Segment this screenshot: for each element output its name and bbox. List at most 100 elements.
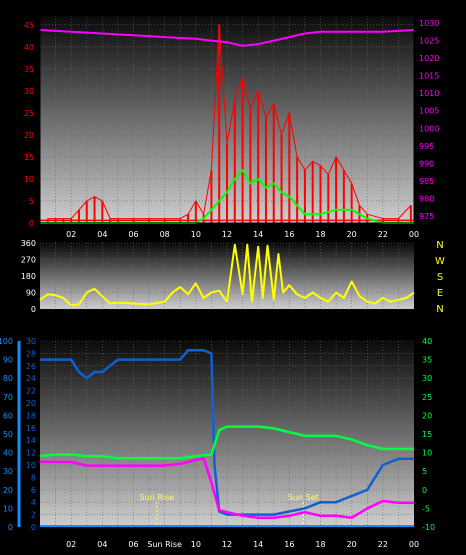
x-tick-label: 18 — [315, 540, 325, 549]
pressure-tick-label: 975 — [419, 212, 434, 221]
temperature-tick-label: 25 — [422, 393, 432, 402]
temperature-tick-label: 0 — [422, 486, 427, 495]
rain-tick-label: 0 — [8, 523, 13, 532]
direction-panel-series — [39, 243, 415, 307]
pressure-tick-label: 980 — [419, 194, 434, 203]
humidity-tick-label: 14 — [26, 436, 36, 445]
x-tick-label: 08 — [160, 230, 170, 239]
humidity-tick-label: 16 — [26, 424, 36, 433]
rain-tick-label: 100 — [0, 337, 13, 346]
humidity-tick-label: 6 — [31, 486, 36, 495]
humidity-tick-label: 22 — [26, 387, 36, 396]
x-tick-label: 06 — [128, 230, 138, 239]
rain-axis-title: Pioggia — [0, 323, 36, 334]
x-tick-label: 00 — [409, 540, 419, 549]
rain-tick-label: 10 — [3, 504, 13, 513]
pressure-tick-label: 1020 — [419, 54, 439, 63]
x-tick-label: 14 — [253, 230, 263, 239]
x-tick-label: 04 — [97, 540, 107, 549]
temperature-tick-label: 35 — [422, 356, 432, 365]
wind-tick-label: 35 — [24, 65, 34, 74]
pressure-tick-label: 1005 — [419, 107, 439, 116]
x-tick-label: 10 — [191, 230, 201, 239]
humidity-tick-label: 4 — [31, 498, 36, 507]
wind-tick-label: 30 — [24, 87, 34, 96]
x-tick-label: 00 — [409, 230, 419, 239]
pressure-axis-title: Pressione — [372, 3, 420, 14]
direction-tick-label: 0 — [31, 305, 36, 314]
rain-tick-label: 30 — [3, 467, 13, 476]
dewpoint-series — [40, 456, 414, 519]
x-tick-label: 16 — [284, 540, 294, 549]
pressure-series — [39, 29, 415, 47]
pressure-tick-label: 985 — [419, 177, 434, 186]
x-tick-label: Sun Rise — [147, 540, 182, 549]
rain-tick-label: 50 — [3, 430, 13, 439]
x-tick-label: 12 — [222, 230, 232, 239]
direction-series — [39, 243, 415, 307]
temperature-tick-label: 30 — [422, 374, 432, 383]
humidity-series — [40, 349, 414, 516]
compass-letter: N — [436, 304, 443, 315]
direction-tick-label: 270 — [21, 256, 36, 265]
humidity-axis-title: Umidita — [66, 323, 105, 334]
x-tick-label: 02 — [66, 230, 76, 239]
compass-letter: S — [437, 272, 443, 283]
rain-tick-label: 20 — [3, 486, 13, 495]
pressure-tick-label: 1025 — [419, 37, 439, 46]
sunrise-label: Sun Rise — [140, 493, 175, 502]
wind-panel-frame — [39, 15, 415, 224]
x-tick-label: 04 — [97, 230, 107, 239]
humidity-tick-label: 0 — [31, 523, 36, 532]
temperature-panel-series: Sun Rise Sun Set — [39, 349, 414, 527]
compass-letter: N — [436, 240, 443, 251]
pressure-tick-label: 1000 — [419, 124, 439, 133]
humidity-tick-label: 10 — [26, 461, 36, 470]
x-tick-label: 12 — [222, 540, 232, 549]
wind-axis-title: Forza vento(.) — [37, 3, 107, 14]
humidity-tick-label: 20 — [26, 399, 36, 408]
wind-tick-label: 5 — [29, 197, 34, 206]
humidity-tick-label: 24 — [26, 374, 36, 383]
x-tick-label: 16 — [284, 230, 294, 239]
dewpoint-legend: Dew Point (°C) — [392, 323, 465, 334]
temperature-tick-label: 20 — [422, 411, 432, 420]
pressure-tick-label: 1030 — [419, 19, 439, 28]
rain-tick-label: 70 — [3, 393, 13, 402]
temperature-series — [39, 425, 414, 460]
windchill-legend: Windchill — [245, 323, 290, 334]
chart-title: 24 hours graph day: 30 Dicembre 2018 — [171, 3, 368, 14]
humidity-tick-label: 12 — [26, 449, 36, 458]
temperature-tick-label: -5 — [422, 504, 430, 513]
wind-tick-label: 0 — [29, 219, 34, 228]
temperature-tick-label: 5 — [422, 467, 427, 476]
wind-panel-series — [39, 24, 415, 224]
rain-tick-label: 40 — [3, 449, 13, 458]
x-tick-label: 06 — [128, 540, 138, 549]
wind-tick-label: 40 — [24, 43, 34, 52]
humidity-tick-label: 2 — [31, 511, 36, 520]
rain-tick-label: 60 — [3, 411, 13, 420]
humidity-tick-label: 18 — [26, 411, 36, 420]
x-tick-label: 18 — [315, 230, 325, 239]
rain-tick-label: 80 — [3, 374, 13, 383]
temperature-tick-label: 40 — [422, 337, 432, 346]
wind-tick-label: 45 — [24, 21, 34, 30]
wind-tick-label: 15 — [24, 153, 34, 162]
humidity-tick-label: 28 — [26, 349, 36, 358]
x-tick-label: 02 — [66, 540, 76, 549]
temperature-panel-ticks: 0102030405060708090100024681012141618202… — [0, 337, 435, 549]
humidity-tick-label: 8 — [31, 473, 36, 482]
x-tick-label: 10 — [191, 540, 201, 549]
pressure-tick-label: 990 — [419, 159, 434, 168]
direction-tick-label: 180 — [21, 272, 36, 281]
sunset-label: Sun Set — [288, 493, 319, 502]
humidity-tick-label: 30 — [26, 337, 36, 346]
wind-tick-label: 20 — [24, 131, 34, 140]
rain-tick-label: 90 — [3, 356, 13, 365]
temperature-tick-label: 15 — [422, 430, 432, 439]
x-tick-label: 20 — [347, 230, 357, 239]
